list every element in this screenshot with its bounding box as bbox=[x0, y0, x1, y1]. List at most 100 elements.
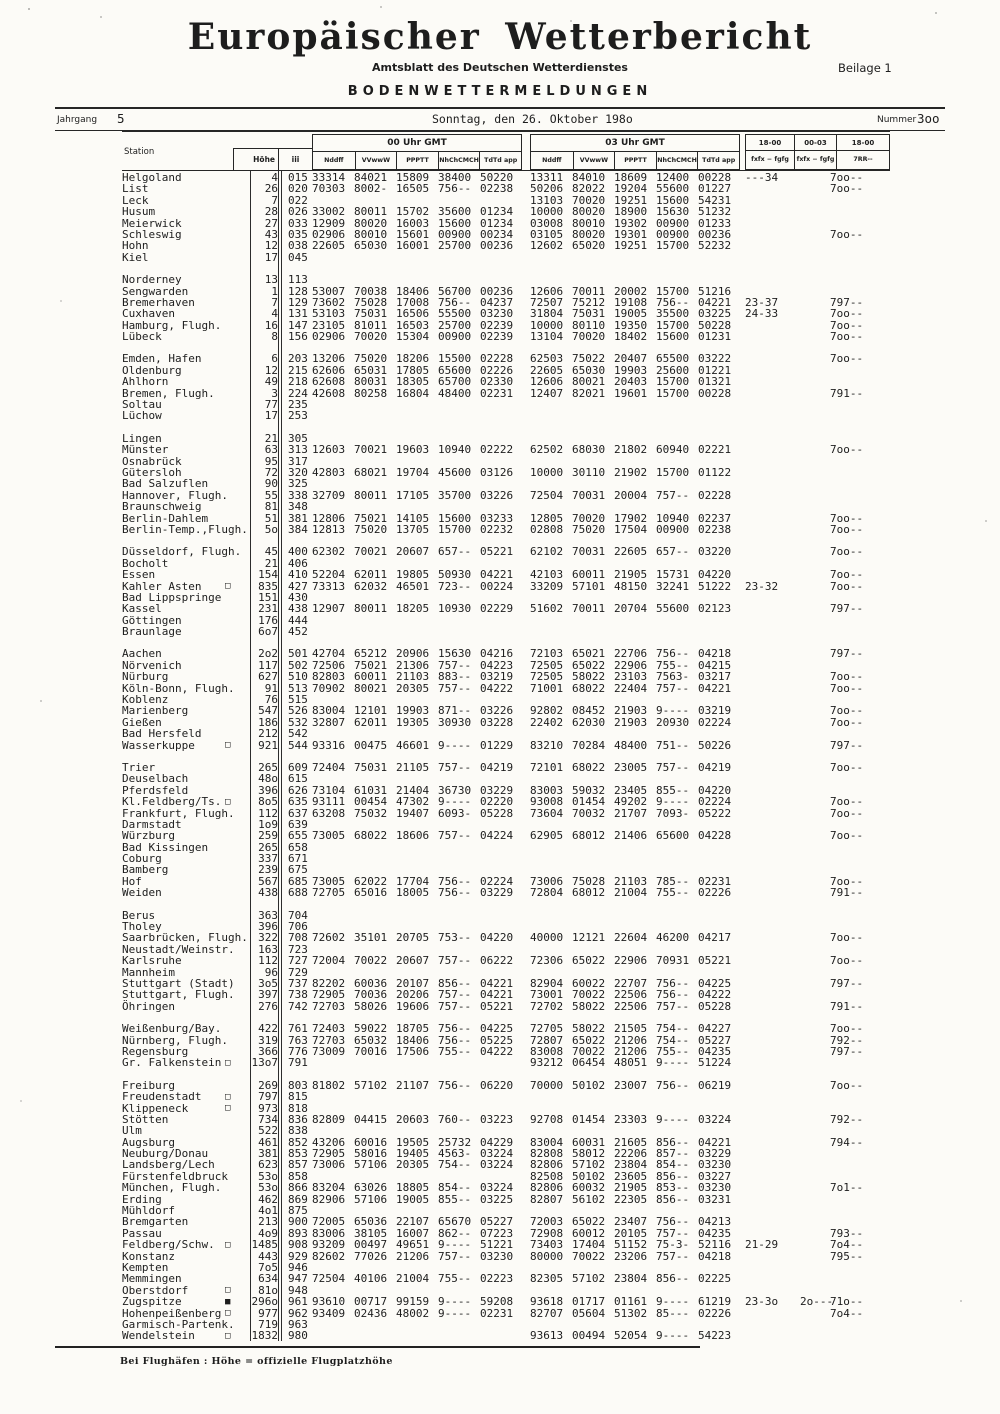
obs-03gmt-1: 17404 bbox=[572, 1238, 606, 1252]
obs-00gmt-3: 757-- bbox=[438, 658, 472, 672]
wind-18-00: 23-3o bbox=[745, 1295, 779, 1309]
right-header-box: 18-00 00-03 18-00 fxfx − fgfg fxfx − fgf… bbox=[745, 134, 890, 170]
spacer bbox=[522, 1285, 530, 1296]
obs-00gmt-4: 05227 bbox=[480, 1215, 514, 1229]
spacer bbox=[522, 603, 530, 614]
station-height: 49 bbox=[264, 375, 278, 389]
precip-18-00: 7o4-- bbox=[830, 1238, 864, 1252]
obs-03gmt-3: 15700 bbox=[656, 318, 690, 332]
obs-00gmt-2: 20607 bbox=[396, 545, 430, 559]
obs-00gmt-1: 80031 bbox=[354, 375, 388, 389]
wind-00-03 bbox=[800, 1080, 830, 1091]
obs-03gmt-4: 02228 bbox=[698, 488, 732, 502]
station-height: 2o2 bbox=[258, 647, 278, 661]
obs-03gmt-1 bbox=[572, 626, 614, 637]
spacer bbox=[522, 978, 530, 989]
table-row: München, Flugh. 53o 866 83204 63026 18805 854-… bbox=[122, 1181, 890, 1195]
obs-00gmt-1: 70036 bbox=[354, 988, 388, 1002]
spacer bbox=[522, 320, 530, 331]
wind-00-03 bbox=[800, 274, 830, 285]
table-row: Mannheim 96 729 bbox=[122, 966, 890, 978]
obs-00gmt-3: 757-- bbox=[438, 988, 472, 1002]
obs-03gmt-3 bbox=[656, 842, 698, 853]
spacer bbox=[522, 1080, 530, 1091]
station-height: 112 bbox=[258, 954, 278, 968]
obs-00gmt-1: 57106 bbox=[354, 1192, 388, 1206]
precip-18-00: 793-- bbox=[830, 1226, 864, 1240]
station-height: 76 bbox=[264, 693, 278, 707]
station-number: 671 bbox=[288, 852, 308, 866]
obs-03gmt-3: 15600 bbox=[656, 193, 690, 207]
spacer bbox=[522, 785, 530, 796]
obs-03gmt-1 bbox=[572, 728, 614, 739]
obs-00gmt-1 bbox=[354, 728, 396, 739]
obs-00gmt-3: 756-- bbox=[438, 1022, 472, 1036]
obs-00gmt-3: 65700 bbox=[438, 375, 472, 389]
obs-03gmt-2: 23605 bbox=[614, 1169, 648, 1183]
obs-00gmt-1: 70021 bbox=[354, 443, 388, 457]
obs-00gmt-0: 02906 bbox=[312, 227, 346, 241]
station-name: Weiden bbox=[122, 886, 162, 900]
wind-18-00 bbox=[745, 467, 800, 478]
obs-00gmt-2 bbox=[396, 501, 438, 512]
station-number: 381 bbox=[288, 511, 308, 525]
col-18-00b-label: 18-00 bbox=[836, 135, 889, 151]
wind-00-03 bbox=[800, 773, 830, 784]
wind-00-03 bbox=[800, 558, 830, 569]
precip-18-00: 7oo-- bbox=[830, 795, 864, 809]
obs-03gmt-1: 82022 bbox=[572, 182, 606, 196]
obs-00gmt-3: 756-- bbox=[438, 886, 472, 900]
table-row: Kl.Feldberg/Ts. □ 8o5 635 93111 00454 47302 9--… bbox=[122, 795, 890, 809]
station-name: Hof bbox=[122, 874, 142, 888]
station-number: 866 bbox=[288, 1181, 308, 1195]
obs-03gmt-1 bbox=[572, 853, 614, 864]
obs-03gmt-3 bbox=[656, 853, 698, 864]
obs-03gmt-3 bbox=[656, 626, 698, 637]
table-row: Bremen, Flugh. 3 224 42608 80258 16804 48400 02… bbox=[122, 386, 890, 400]
wind-00-03 bbox=[800, 1251, 830, 1262]
table-row: Bocholt 21 406 bbox=[122, 557, 890, 569]
obs-03gmt-0: 12407 bbox=[530, 386, 564, 400]
table-row: Koblenz 76 515 bbox=[122, 693, 890, 707]
wind-00-03 bbox=[800, 1239, 830, 1250]
station-number: 427 bbox=[288, 579, 308, 593]
wind-00-03 bbox=[800, 717, 830, 728]
wind-00-03 bbox=[800, 1330, 830, 1341]
precip-18-00 bbox=[830, 853, 890, 864]
wind-00-03 bbox=[800, 320, 830, 331]
station-number: 438 bbox=[288, 602, 308, 616]
obs-00gmt-2: 49651 bbox=[396, 1238, 430, 1252]
station-number: 962 bbox=[288, 1306, 308, 1320]
obs-03gmt-1: 05604 bbox=[572, 1306, 606, 1320]
station-name: Wendelstein □ bbox=[122, 1329, 231, 1343]
obs-00gmt-0 bbox=[312, 252, 354, 263]
station-height: 176 bbox=[258, 613, 278, 627]
station-number: 639 bbox=[288, 817, 308, 831]
obs-03gmt-0: 72702 bbox=[530, 999, 564, 1013]
spacer bbox=[522, 286, 530, 297]
spacer bbox=[522, 1001, 530, 1012]
obs-03gmt-2 bbox=[614, 853, 656, 864]
wind-00-03 bbox=[800, 819, 830, 830]
station-name: Helgoland bbox=[122, 171, 182, 184]
wind-18-00 bbox=[745, 989, 800, 1000]
obs-00gmt-3: 754-- bbox=[438, 1158, 472, 1172]
obs-00gmt-0 bbox=[312, 501, 354, 512]
obs-00gmt-2 bbox=[396, 1330, 438, 1341]
obs-00gmt-0: 93610 bbox=[312, 1295, 346, 1309]
wind-18-00 bbox=[745, 513, 800, 524]
obs-00gmt-2: 20305 bbox=[396, 681, 430, 695]
obs-00gmt-2 bbox=[396, 615, 438, 626]
station-number: 305 bbox=[288, 431, 308, 445]
station-height: 6o7 bbox=[258, 625, 278, 639]
spacer bbox=[522, 581, 530, 592]
table-row: Kiel 17 045 bbox=[122, 251, 890, 263]
obs-00gmt-4: 50220 bbox=[480, 171, 514, 184]
wind-00-03 bbox=[800, 229, 830, 240]
obs-03gmt-3 bbox=[656, 1125, 698, 1136]
station-name: Gr. Falkenstein □ bbox=[122, 1056, 231, 1070]
obs-03gmt-3: 7563- bbox=[656, 670, 690, 684]
station-column-label: Station bbox=[124, 147, 155, 157]
obs-00gmt-3: 753-- bbox=[438, 931, 472, 945]
obs-00gmt-4 bbox=[480, 252, 522, 263]
